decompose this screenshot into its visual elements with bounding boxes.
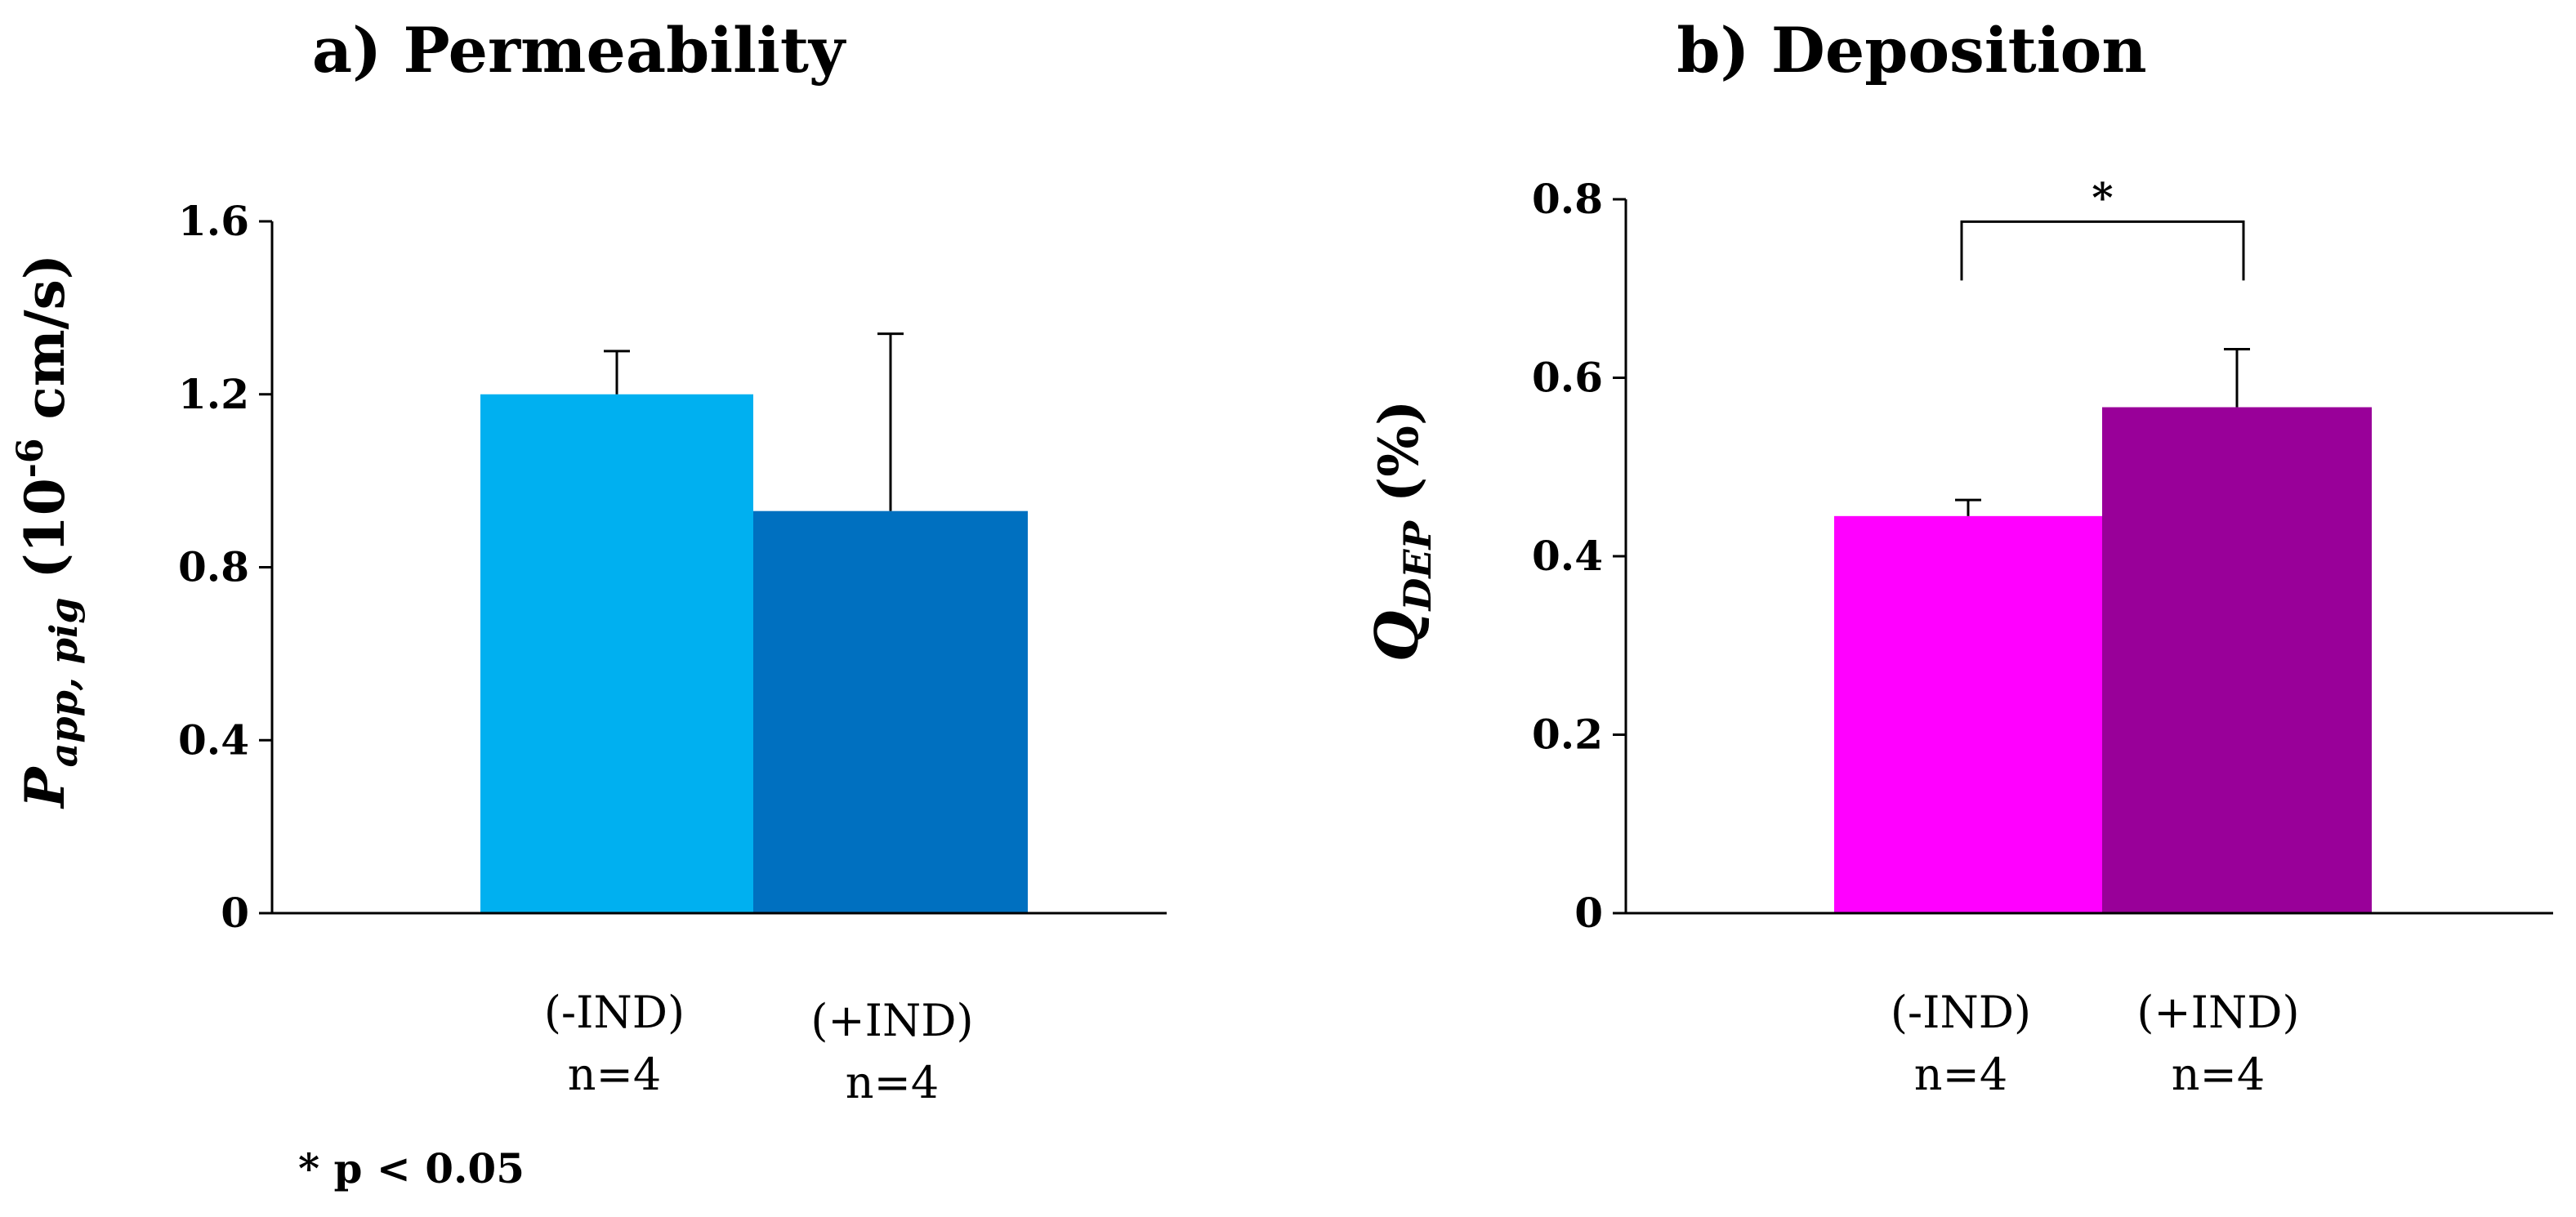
chart-b-sample-size-0: n=4 (1914, 1049, 2007, 1100)
chart-b-y-tick-label: 0 (1574, 889, 1603, 937)
chart-b-y-tick-label: 0.6 (1532, 354, 1603, 402)
panel-deposition: b) Deposition QDEP (%) 0 0.2 0.4 0.6 0.8 * (-… (1362, 14, 2553, 1100)
chart-b-category-label-0: (-IND) (1891, 987, 2031, 1038)
chart-b-bar-0 (1834, 515, 2102, 913)
chart-a-y-tick-label: 1.2 (178, 370, 249, 418)
chart-a-y-tick-label: 0 (221, 889, 249, 937)
chart-a-category-label-0: (-IND) (544, 987, 685, 1038)
chart-a-y-tick-label: 1.6 (178, 197, 249, 245)
chart-a-plot: 0 0.4 0.8 1.2 1.6 (178, 197, 1167, 937)
chart-b-significance-star: * (2092, 173, 2113, 221)
chart-a-bar-0 (480, 394, 753, 913)
chart-b-ylabel-main: Q (1362, 610, 1431, 662)
chart-a-y-tick-label: 0.8 (178, 543, 249, 591)
panel-permeability: a) Permeability Papp, pig (10-6 cm/s) 00… (10, 14, 1167, 1108)
chart-b-ylabel-subscript: DEP (1395, 520, 1440, 613)
chart-a-ylabel-subscript: app, pig (42, 597, 86, 767)
chart-b-ylabel-unit: (%) (1367, 400, 1431, 521)
chart-b-plot: 0 0.2 0.4 0.6 0.8 * (1532, 173, 2553, 937)
chart-b-y-tick-label: 0.4 (1532, 532, 1603, 580)
chart-a-ylabel-superscript: -6 (10, 438, 51, 478)
chart-b-bar-1 (2102, 407, 2372, 913)
chart-a-sample-size-1: n=4 (846, 1057, 939, 1108)
chart-a-y-tick-label: 0.4 (178, 715, 249, 764)
chart-b-title: b) Deposition (1676, 14, 2146, 87)
chart-b-significance-bracket (1960, 220, 2245, 281)
chart-a-title: a) Permeability (312, 14, 846, 87)
chart-b-y-tick-label: 0.8 (1532, 175, 1603, 223)
chart-a-category-label-1: (+IND) (810, 995, 973, 1046)
chart-a-ylabel-main: P (13, 765, 77, 809)
chart-a-y-axis-label: Papp, pig (10-6 cm/s) (10, 254, 86, 809)
chart-b-category-label-1: (+IND) (2136, 987, 2299, 1038)
chart-a-ylabel-unit-prefix: (10 (13, 478, 77, 597)
chart-a-sample-size-0: n=4 (568, 1049, 661, 1100)
significance-footnote: * p < 0.05 (298, 1144, 525, 1192)
chart-a-bar-1 (753, 510, 1028, 913)
chart-b-y-tick-label: 0.2 (1532, 711, 1603, 759)
chart-b-sample-size-1: n=4 (2172, 1049, 2265, 1100)
chart-b-y-axis-label: QDEP (%) (1362, 400, 1440, 662)
chart-a-ylabel-unit-suffix: cm/s) (13, 254, 77, 439)
